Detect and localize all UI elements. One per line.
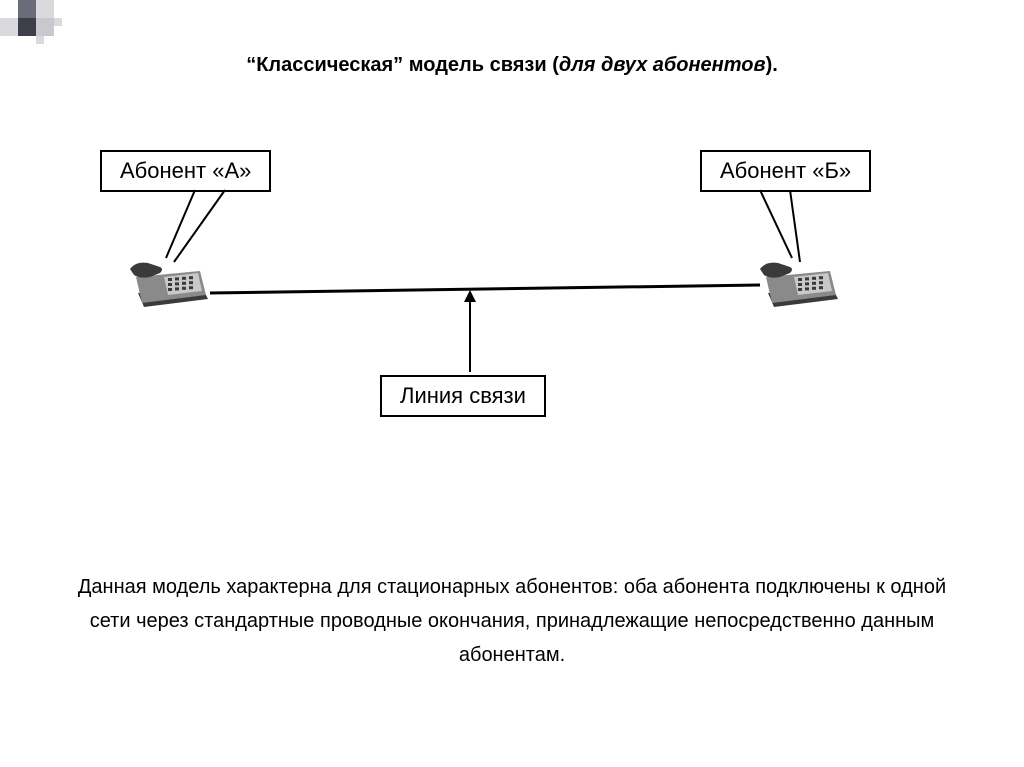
- corner-decoration: [0, 0, 90, 50]
- title-suffix: ).: [766, 54, 778, 76]
- subscriber-a-text: Абонент «А»: [120, 158, 251, 183]
- deco-square: [36, 18, 54, 36]
- deco-square: [0, 18, 18, 36]
- deco-square: [36, 36, 44, 44]
- deco-square: [36, 0, 54, 18]
- subscriber-b-text: Абонент «Б»: [720, 158, 851, 183]
- deco-square: [54, 18, 62, 26]
- line-label-text: Линия связи: [400, 383, 526, 408]
- communication-diagram: Абонент «А» Абонент «Б» Линия связи: [100, 150, 924, 450]
- title-prefix: “Классическая” модель связи (: [246, 54, 559, 76]
- subscriber-a-label: Абонент «А»: [100, 150, 271, 192]
- page-title: “Классическая” модель связи (для двух аб…: [0, 54, 1024, 77]
- deco-square: [18, 18, 36, 36]
- description-text: Данная модель характерна для стационарны…: [70, 570, 954, 672]
- subscriber-b-label: Абонент «Б»: [700, 150, 871, 192]
- deco-square: [18, 0, 36, 18]
- title-italic: для двух абонентов: [559, 54, 766, 76]
- line-label-box: Линия связи: [380, 375, 546, 417]
